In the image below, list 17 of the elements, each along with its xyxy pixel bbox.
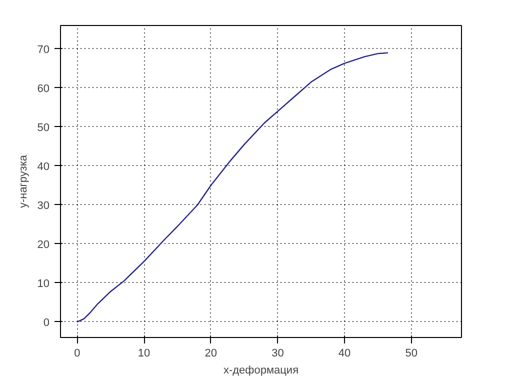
line-series (76, 52, 389, 322)
y-tick-label: 30 (37, 200, 50, 212)
y-tick-label: 40 (37, 160, 50, 173)
x-tick-label: 30 (272, 348, 284, 360)
x-tick-label: 50 (405, 348, 418, 360)
x-tick-label: 20 (204, 348, 218, 360)
x-tick-label: 0 (74, 348, 80, 360)
y-tick-label: 70 (37, 44, 50, 56)
y-tick-label: 50 (37, 122, 50, 134)
x-axis-title: x-деформация (223, 364, 299, 376)
y-tick-label: 20 (37, 238, 50, 251)
x-tick-label: 40 (338, 348, 351, 360)
x-tick-label: 10 (138, 348, 150, 360)
y-tick-label: 60 (37, 82, 50, 95)
y-axis-title: y-нагрузка (17, 154, 30, 208)
y-tick-label: 0 (43, 316, 50, 329)
y-tick-label: 10 (37, 278, 50, 290)
